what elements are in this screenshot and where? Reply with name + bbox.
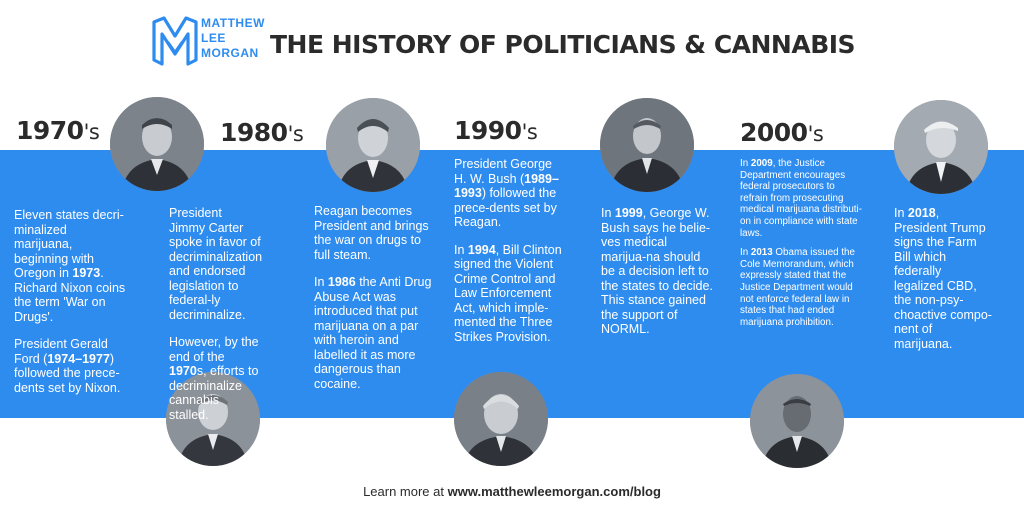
text-bush: In 1999, George W. Bush says he belie-ve… — [601, 206, 715, 350]
text-carter: President Jimmy Carter spoke in favor of… — [169, 206, 263, 435]
text-2000s-p1: In 2009, the Justice Department encourag… — [740, 158, 862, 239]
text-1990s-p1: President George H. W. Bush (1989–1993) … — [454, 157, 559, 229]
portrait-reagan — [326, 98, 420, 192]
text-carter-p2: However, by the end of the 1970s, effort… — [169, 335, 259, 422]
text-1970s-p2: President Gerald Ford (1974–1977) follow… — [14, 337, 121, 395]
portrait-carter — [166, 372, 260, 466]
mlm-monogram-icon — [152, 16, 198, 66]
text-reagan: Reagan becomes President and brings the … — [314, 204, 432, 404]
text-reagan-p2: In 1986 the Anti Drug Abuse Act was intr… — [314, 275, 432, 391]
footer-link[interactable]: Learn more at www.matthewleemorgan.com/b… — [363, 484, 661, 499]
decade-1970s: 1970's — [16, 116, 100, 145]
text-trump: In 2018, President Trump signs the Farm … — [894, 206, 994, 364]
page-title: THE HISTORY OF POLITICIANS & CANNABIS — [270, 30, 856, 59]
text-trump-p1: In 2018, President Trump signs the Farm … — [894, 206, 992, 351]
text-2000s-p2: In 2013 Obama issued the Cole Memorandum… — [740, 247, 855, 328]
text-carter-p1: President Jimmy Carter spoke in favor of… — [169, 206, 263, 322]
text-1970s-p1: Eleven states decri-minalized marijuana,… — [14, 208, 126, 324]
text-2000s: In 2009, the Justice Department encourag… — [740, 158, 862, 336]
decade-1990s: 1990's — [454, 116, 538, 145]
text-reagan-p1: Reagan becomes President and brings the … — [314, 204, 429, 262]
portrait-clinton — [454, 372, 548, 466]
decade-1980s: 1980's — [220, 118, 304, 147]
portrait-trump — [894, 100, 988, 194]
text-1990s: President George H. W. Bush (1989–1993) … — [454, 157, 566, 357]
brand-name: MATTHEW LEE MORGAN — [201, 16, 265, 60]
text-1970s: Eleven states decri-minalized marijuana,… — [14, 208, 126, 408]
decade-2000s: 2000's — [740, 118, 824, 147]
portrait-george-w-bush — [600, 98, 694, 192]
text-1990s-p2: In 1994, Bill Clinton signed the Violent… — [454, 242, 562, 344]
brand-logo: MATTHEW LEE MORGAN — [152, 14, 264, 68]
text-bush-p1: In 1999, George W. Bush says he belie-ve… — [601, 206, 713, 336]
portrait-obama — [750, 374, 844, 468]
portrait-nixon — [110, 97, 204, 191]
